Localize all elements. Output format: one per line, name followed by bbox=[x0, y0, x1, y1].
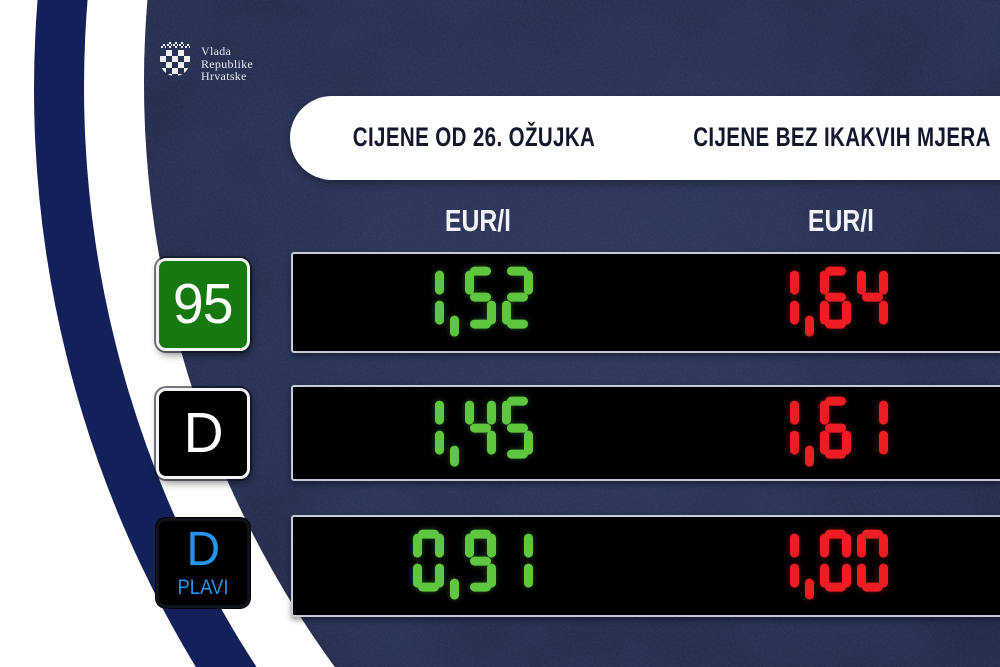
unit-label-old-column: EUR/l bbox=[807, 203, 875, 238]
government-name: Vlada Republike Hrvatske bbox=[201, 42, 253, 83]
price-display-new bbox=[413, 396, 533, 467]
price-bar-petrol-95 bbox=[291, 252, 1000, 353]
logo-line: Hrvatske bbox=[201, 69, 247, 83]
logo-line: Vlada bbox=[201, 44, 232, 58]
price-display-old bbox=[768, 266, 888, 337]
fuel-badge-blue-diesel: D PLAVI bbox=[156, 518, 250, 608]
header-pill: CIJENE OD 26. OŽUJKA CIJENE BEZ IKAKVIH … bbox=[290, 96, 1000, 180]
price-display-new bbox=[413, 266, 533, 337]
checkerboard-shield-icon bbox=[160, 50, 190, 76]
government-logo: Vlada Republike Hrvatske bbox=[160, 42, 253, 83]
crown-icon bbox=[160, 42, 190, 49]
price-display-old bbox=[768, 396, 888, 467]
fuel-badge-label: D bbox=[183, 401, 224, 465]
fuel-badge-label: 95 bbox=[173, 272, 234, 336]
column-header-new-prices: CIJENE OD 26. OŽUJKA bbox=[352, 121, 596, 152]
price-bar-blue-diesel bbox=[291, 515, 1000, 617]
price-bar-diesel bbox=[291, 385, 1000, 481]
croatian-coat-of-arms-icon bbox=[160, 42, 190, 76]
price-display-new bbox=[413, 529, 533, 600]
fuel-badge-diesel: D bbox=[156, 388, 250, 479]
fuel-badge-petrol-95: 95 bbox=[156, 258, 250, 351]
price-display-old bbox=[768, 529, 888, 600]
fuel-badge-sublabel: PLAVI bbox=[177, 576, 229, 599]
fuel-badge-label: D bbox=[186, 523, 221, 576]
column-header-old-prices: CIJENE BEZ IKAKVIH MJERA bbox=[693, 121, 991, 152]
logo-line: Republike bbox=[201, 56, 254, 71]
unit-label-new-column: EUR/l bbox=[444, 203, 512, 238]
